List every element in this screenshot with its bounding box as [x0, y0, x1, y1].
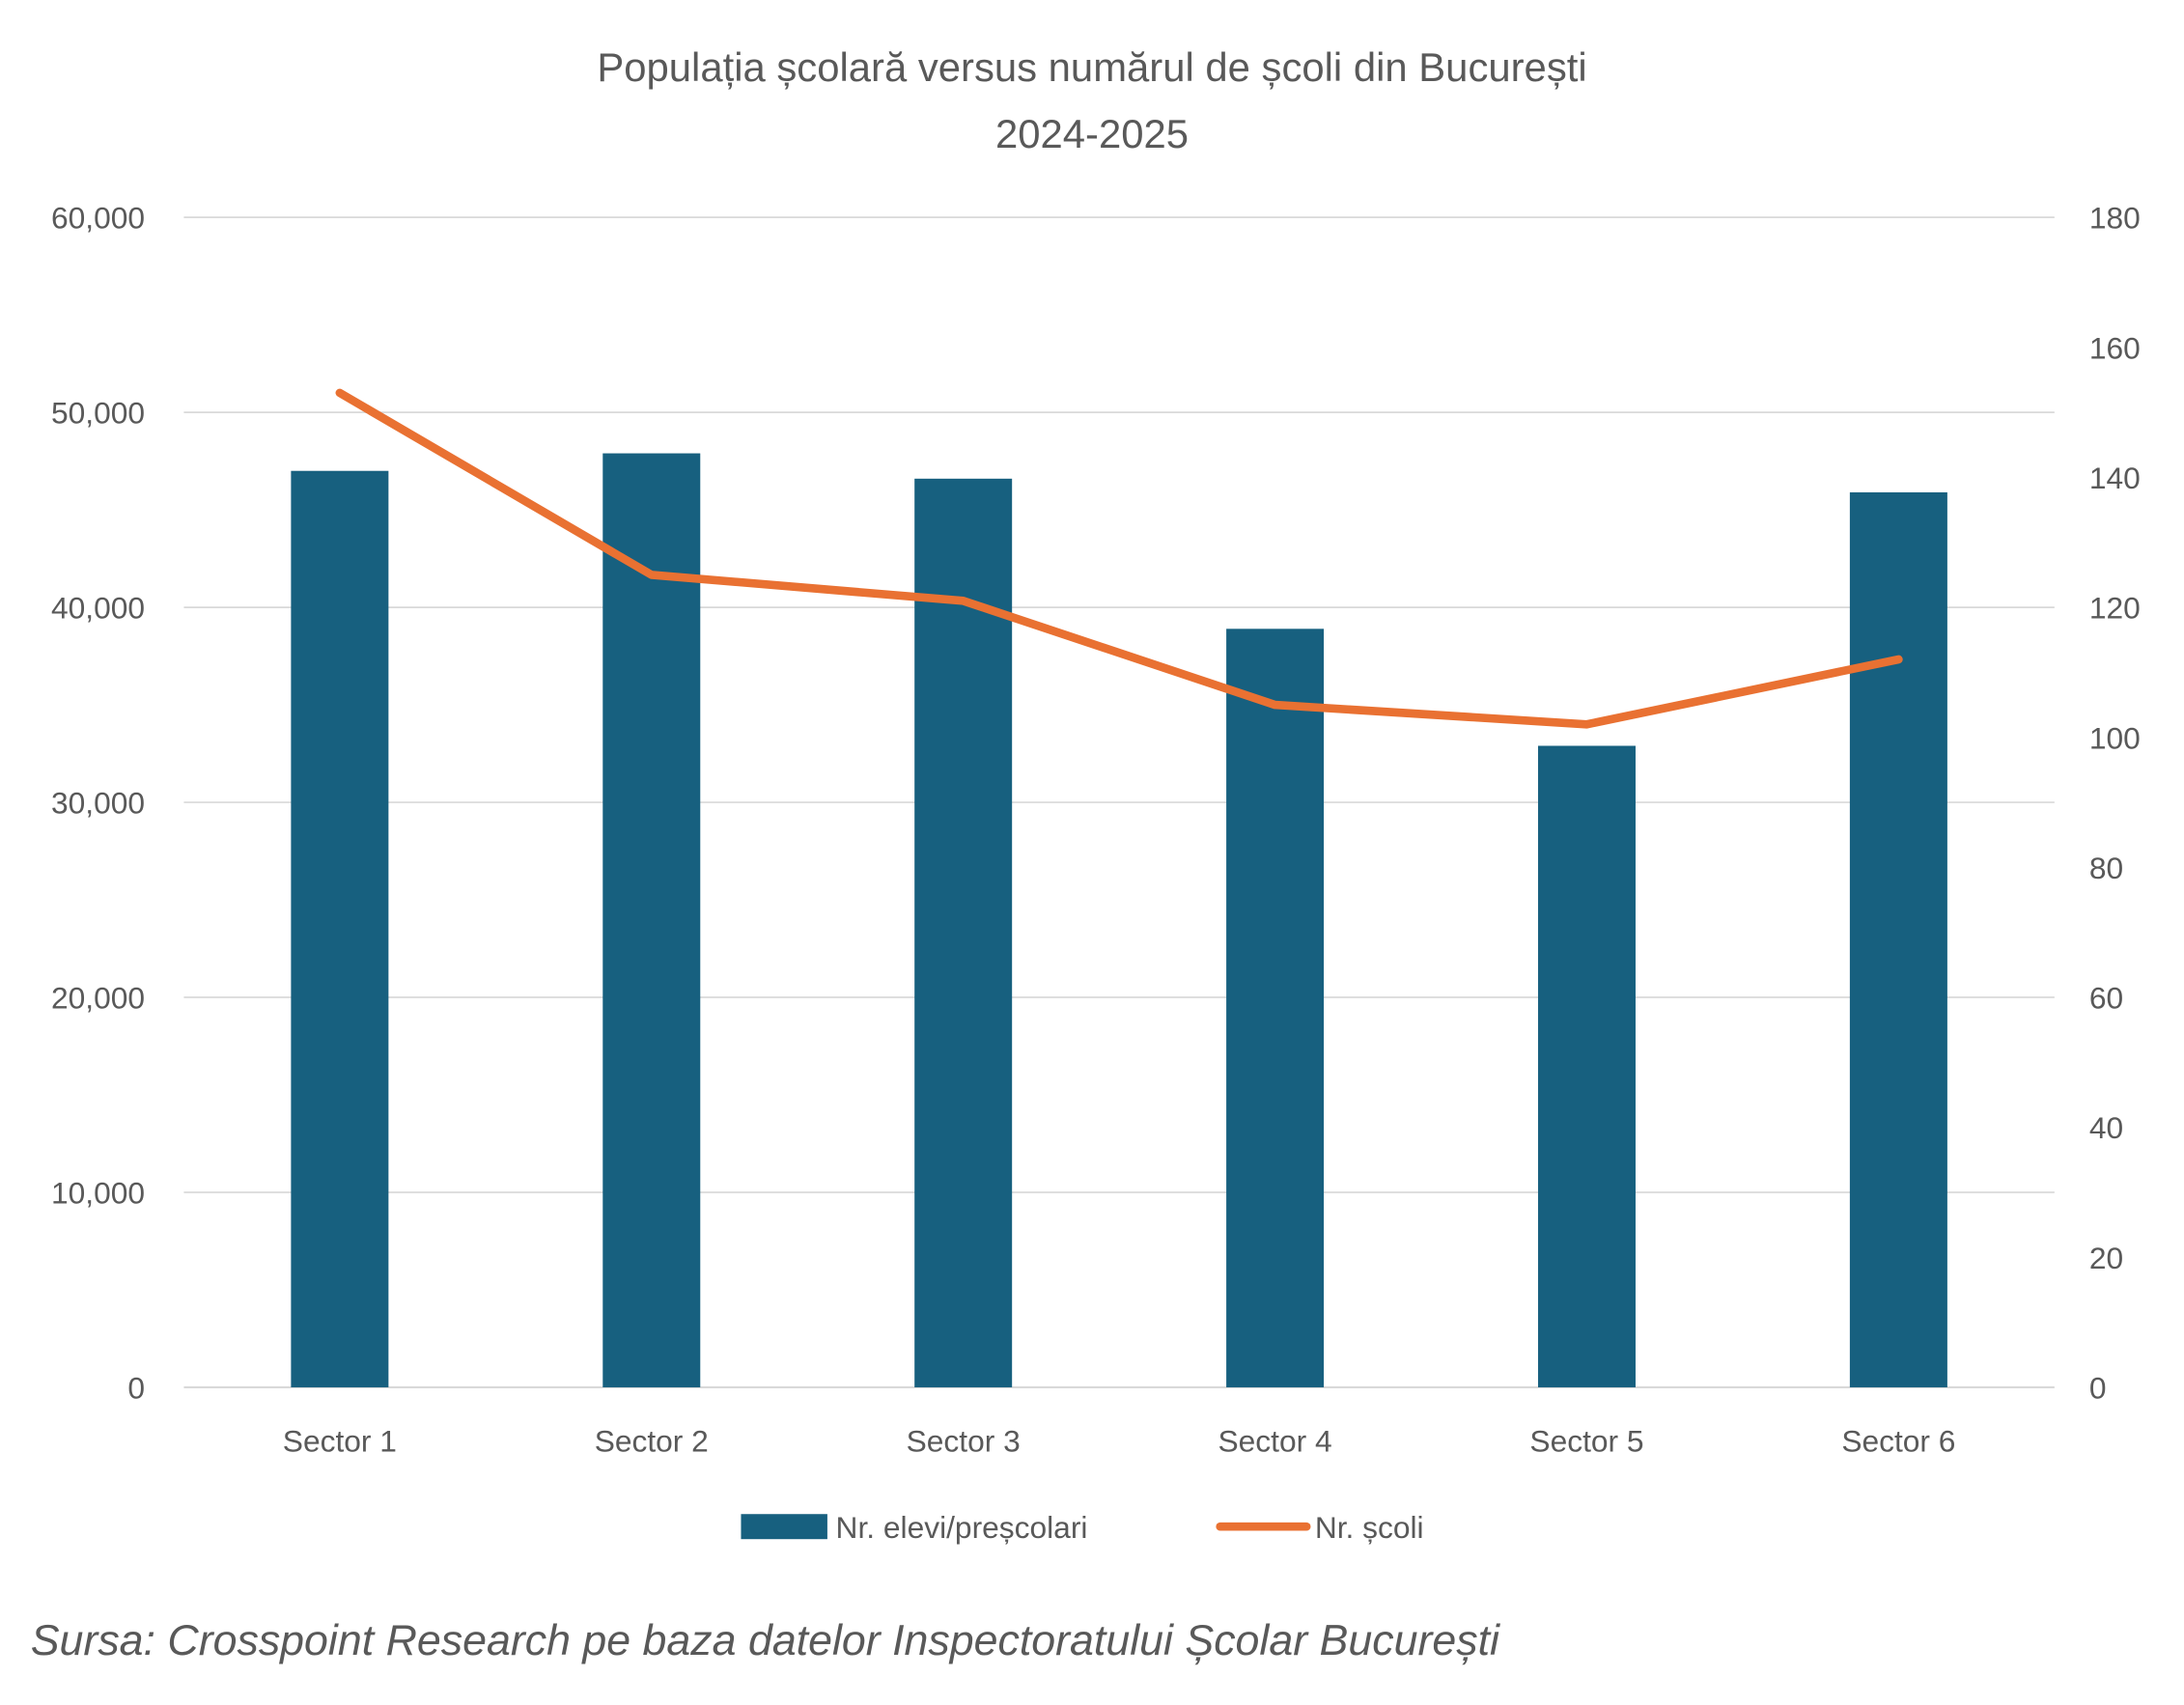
- bar-sector-3: [914, 478, 1013, 1387]
- left-axis-tick-label: 30,000: [51, 786, 145, 821]
- legend: Nr. elevi/preșcolari Nr. școli: [741, 1510, 1424, 1545]
- left-axis-tick-label: 50,000: [51, 396, 145, 431]
- right-axis-tick-label: 40: [2089, 1110, 2123, 1145]
- x-axis-tick-label: Sector 4: [1218, 1423, 1332, 1458]
- legend-label-bars: Nr. elevi/preșcolari: [836, 1510, 1088, 1545]
- left-axis-tick-label: 20,000: [51, 981, 145, 1016]
- right-axis-tick-label: 80: [2089, 851, 2123, 885]
- x-axis-tick-label: Sector 1: [283, 1423, 397, 1458]
- source-note: Sursa: Crosspoint Research pe baza datel…: [31, 1617, 1500, 1664]
- bar-sector-5: [1537, 745, 1636, 1387]
- line-series-nr-scoli: [335, 388, 1903, 729]
- right-axis-tick-label: 60: [2089, 981, 2123, 1016]
- x-axis-tick-label: Sector 6: [1841, 1423, 1955, 1458]
- x-axis-tick-label: Sector 2: [595, 1423, 709, 1458]
- right-axis-tick-label: 120: [2089, 591, 2141, 626]
- left-axis-tick-label: 40,000: [51, 591, 145, 626]
- bar-sector-6: [1849, 491, 1947, 1387]
- right-axis-tick-label: 100: [2089, 720, 2141, 755]
- legend-label-line: Nr. școli: [1315, 1510, 1424, 1545]
- left-axis-tick-label: 60,000: [51, 201, 145, 236]
- left-axis-tick-label: 0: [127, 1371, 145, 1406]
- right-axis-tick-label: 20: [2089, 1241, 2123, 1275]
- chart-title: Populația școlară versus numărul de școl…: [597, 44, 1586, 90]
- x-axis-tick-label: Sector 5: [1529, 1423, 1643, 1458]
- right-axis-tick-label: 140: [2089, 461, 2141, 495]
- left-axis-tick-label: 10,000: [51, 1176, 145, 1211]
- bar-sector-4: [1226, 629, 1325, 1387]
- chart-subtitle: 2024-2025: [995, 111, 1189, 156]
- right-axis-tick-label: 0: [2089, 1371, 2107, 1406]
- bar-sector-1: [291, 470, 389, 1387]
- legend-swatch-bars: [741, 1514, 827, 1540]
- right-axis-tick-label: 180: [2089, 201, 2141, 236]
- right-axis-tick-label: 160: [2089, 330, 2141, 365]
- x-axis-tick-label: Sector 3: [907, 1423, 1021, 1458]
- bar-sector-2: [602, 453, 701, 1387]
